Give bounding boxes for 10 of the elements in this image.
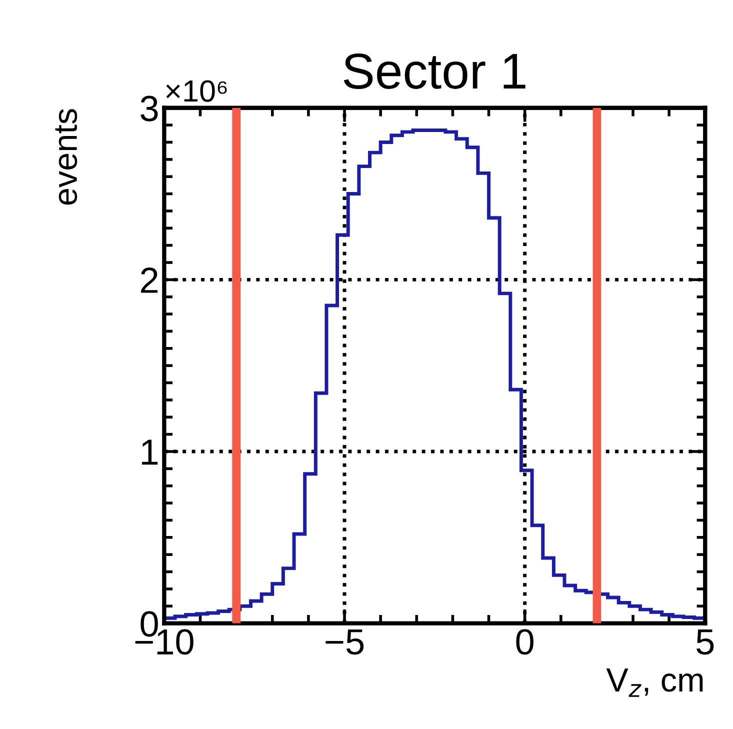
chart-title: Sector 1	[344, 54, 526, 89]
x-axis-title: V$_{z}$, cm	[606, 668, 703, 697]
y-tick-label: 3	[140, 96, 158, 122]
x-tick-label: −5	[326, 629, 364, 655]
text: ×10⁶	[166, 80, 227, 102]
x-tick-label: 0	[516, 629, 534, 655]
y-tick-label: 1	[142, 440, 158, 465]
x-tick-label: 5	[696, 629, 714, 655]
y-tick-label: 2	[141, 268, 158, 293]
y-axis-title: events	[55, 109, 78, 205]
